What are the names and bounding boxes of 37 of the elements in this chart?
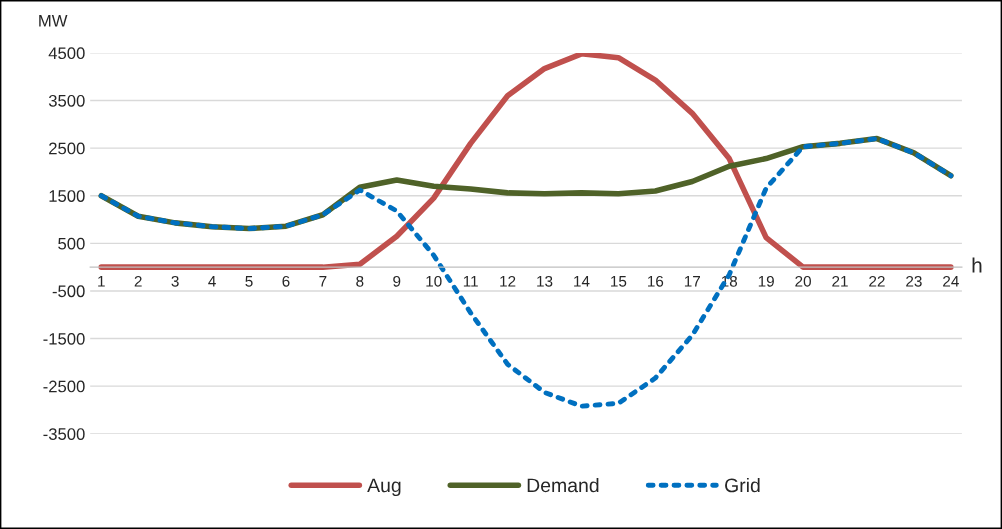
legend-label: Grid <box>725 477 760 493</box>
x-tick-label: 8 <box>356 275 364 287</box>
x-tick-label: 12 <box>500 275 516 287</box>
y-tick-label: 2500 <box>49 142 85 155</box>
x-tick-label: 11 <box>463 276 478 287</box>
x-tick-label: 15 <box>611 276 627 287</box>
y-tick-label: 1500 <box>49 190 85 202</box>
x-tick-label: 5 <box>245 276 253 287</box>
y-axis-title: MW <box>39 15 68 27</box>
x-tick-label: 23 <box>906 275 922 287</box>
y-tick-label: 4500 <box>48 47 85 60</box>
x-tick-label: 7 <box>319 276 327 287</box>
x-tick-label: 19 <box>758 275 774 287</box>
y-tick-label: -2500 <box>43 380 85 393</box>
x-tick-label: 24 <box>943 275 959 287</box>
x-tick-label: 2 <box>134 275 142 287</box>
x-tick-label: 6 <box>282 275 290 287</box>
y-tick-label: 3500 <box>48 94 85 107</box>
x-tick-label: 1 <box>98 276 105 287</box>
legend-label: Aug <box>367 478 401 497</box>
x-tick-label: 22 <box>869 275 885 287</box>
x-axis-title: h <box>972 257 982 273</box>
x-tick-label: 4 <box>208 276 216 287</box>
y-tick-label: 500 <box>58 237 85 250</box>
x-tick-label: 13 <box>537 275 553 287</box>
x-tick-label: 10 <box>426 275 442 287</box>
x-tick-label: 21 <box>832 275 848 287</box>
y-tick-label: -500 <box>52 285 85 298</box>
y-tick-label: -1500 <box>43 332 85 345</box>
x-tick-label: 14 <box>574 276 590 287</box>
x-tick-label: 3 <box>171 275 179 287</box>
x-tick-label: 17 <box>684 276 700 287</box>
x-tick-label: 16 <box>648 275 664 287</box>
x-tick-label: 9 <box>393 275 401 287</box>
x-tick-label: 20 <box>795 275 811 287</box>
y-tick-label: -3500 <box>43 428 85 440</box>
legend-label: Demand <box>527 477 599 493</box>
